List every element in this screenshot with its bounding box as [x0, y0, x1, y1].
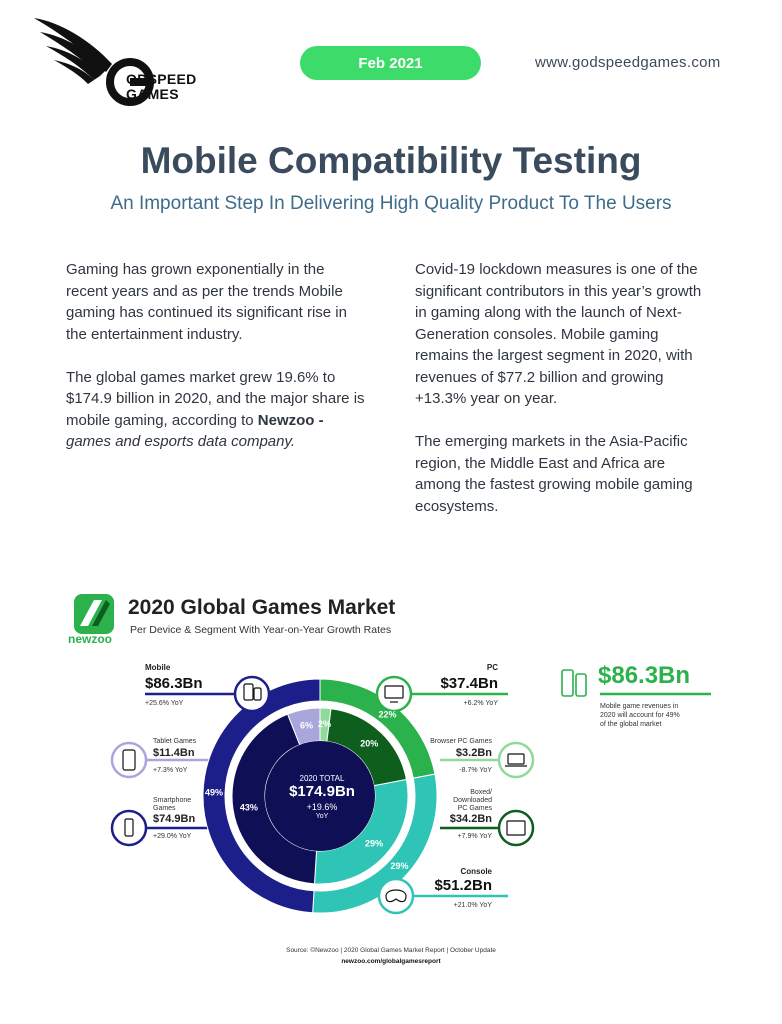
console-growth: +21.0% YoY — [453, 902, 492, 909]
newzoo-bold: Newzoo - — [257, 411, 324, 429]
boxed-pc-icon — [506, 820, 526, 836]
inner-label-0: 2% — [318, 719, 331, 729]
smartphone-growth: +29.0% YoY — [153, 833, 192, 840]
pc-growth: +6.2% YoY — [463, 700, 498, 707]
infographic-subtitle: Per Device & Segment With Year-on-Year G… — [130, 624, 392, 636]
mobile-label: Mobile — [145, 663, 171, 672]
tablet-value: $11.4Bn — [153, 747, 195, 759]
left-paragraph-1: Gaming has grown exponentially in the re… — [66, 261, 347, 343]
boxed-label-2: Downloaded — [453, 797, 492, 804]
smartphone-label-2: Games — [153, 805, 176, 812]
boxed-growth: +7.9% YoY — [457, 833, 492, 840]
left-column: Gaming has grown exponentially in the re… — [66, 259, 366, 474]
console-label: Console — [460, 867, 492, 876]
pc-value: $37.4Bn — [440, 675, 498, 692]
callout-text-3: of the global market — [600, 721, 662, 728]
browser-circle — [497, 741, 535, 779]
browser-growth: -8.7% YoY — [459, 767, 492, 774]
right-paragraph-2: The emerging markets in the Asia-Pacific… — [415, 433, 693, 515]
browser-label: Browser PC Games — [430, 738, 492, 745]
outer-label-1: 29% — [391, 861, 409, 871]
mobile-circle — [233, 675, 271, 713]
godspeed-logo — [34, 18, 154, 106]
console-value: $51.2Bn — [434, 877, 492, 894]
callout-value: $86.3Bn — [598, 662, 691, 689]
monitor-icon — [384, 685, 404, 699]
smartphone-value: $74.9Bn — [153, 813, 196, 825]
outer-slice-pc — [319, 678, 436, 779]
outer-label-2: 49% — [205, 788, 223, 798]
inner-label-3: 43% — [240, 802, 258, 812]
center-total-value: $174.9Bn — [289, 783, 355, 800]
website-link[interactable]: www.godspeedgames.com — [535, 54, 721, 71]
console-circle — [377, 877, 415, 915]
left-paragraph-2-text: The global games market grew 19.6% to $1… — [66, 368, 365, 429]
infographic-title: 2020 Global Games Market — [128, 596, 396, 619]
laptop-icon — [507, 753, 525, 765]
source-note: Source: ©Newzoo | 2020 Global Games Mark… — [286, 947, 496, 954]
boxed-value: $34.2Bn — [449, 813, 492, 825]
newzoo-wordmark: newzoo — [68, 632, 112, 646]
inner-label-1: 20% — [360, 739, 378, 749]
center-growth: +19.6% — [306, 802, 338, 812]
smartphone-circle — [110, 809, 148, 847]
outer-label-0: 22% — [379, 709, 397, 719]
tablet-circle — [110, 741, 148, 779]
right-paragraph-1: Covid-19 lockdown measures is one of the… — [415, 261, 702, 407]
gamepad-icon — [385, 889, 407, 903]
page-title: Mobile Compatibility Testing — [140, 140, 642, 181]
brand-text-line1: ODSPEED — [126, 71, 197, 87]
tablet-label: Tablet Games — [153, 738, 197, 745]
pc-label: PC — [486, 663, 498, 672]
inner-label-2: 29% — [365, 839, 383, 849]
phone-icon — [243, 683, 254, 701]
inner-label-4: 6% — [300, 720, 313, 730]
callout-text-2: 2020 will account for 49% — [600, 712, 680, 719]
browser-value: $3.2Bn — [455, 747, 492, 759]
right-column: Covid-19 lockdown measures is one of the… — [415, 259, 715, 539]
date-badge: Feb 2021 — [300, 46, 481, 80]
mobile-growth: +25.6% YoY — [145, 700, 184, 707]
newzoo-italic: games and esports data company. — [66, 433, 296, 450]
brand-text-line2: GAMES — [126, 86, 179, 102]
source-url[interactable]: newzoo.com/globalgamesreport — [341, 958, 441, 965]
callout-text-1: Mobile game revenues in — [600, 703, 679, 710]
boxed-label-1: Boxed/ — [470, 789, 492, 796]
boxed-circle — [497, 809, 535, 847]
pc-circle — [375, 675, 413, 713]
center-yoy: YoY — [315, 813, 329, 820]
tablet-icon — [122, 749, 136, 771]
newzoo-logo-icon — [74, 594, 114, 634]
mobile-value: $86.3Bn — [145, 675, 203, 692]
smartphone-label-1: Smartphone — [153, 797, 192, 804]
left-paragraph-2: The global games market grew 19.6% to $1… — [66, 367, 366, 453]
inner-slice-0 — [319, 707, 332, 742]
center-total-label: 2020 TOTAL — [299, 774, 345, 783]
inner-slice-4 — [286, 707, 321, 746]
page-subtitle: An Important Step In Delivering High Qua… — [110, 193, 672, 214]
boxed-label-3: PC Games — [457, 805, 492, 812]
smartphone-icon — [124, 818, 134, 837]
tablet-growth: +7.3% YoY — [153, 767, 188, 774]
callout-phone-icon — [561, 669, 574, 697]
